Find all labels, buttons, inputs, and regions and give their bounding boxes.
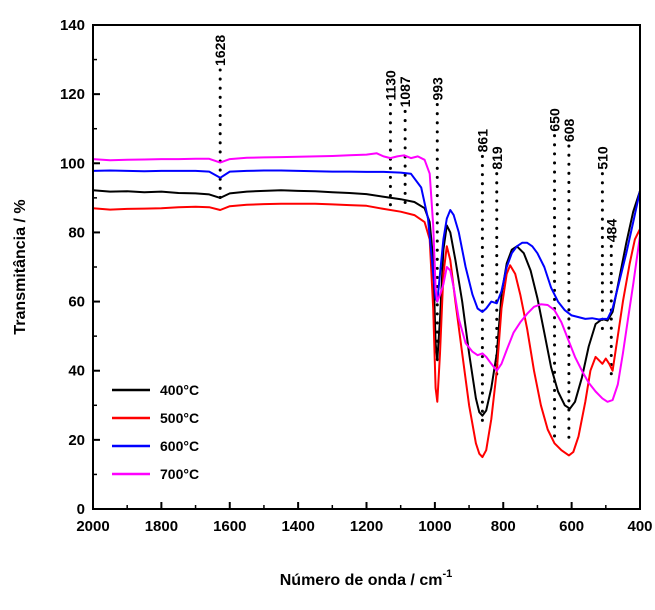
series-line-3 bbox=[92, 169, 641, 321]
legend-label-2: 500°C bbox=[160, 410, 199, 426]
x-tick-label: 800 bbox=[491, 518, 516, 535]
y-tick-label: 120 bbox=[60, 86, 85, 103]
legend-label-3: 600°C bbox=[160, 438, 199, 454]
legend: 400°C 500°C 600°C 700°C bbox=[112, 382, 199, 482]
annotation-label-1130: 1130 bbox=[382, 70, 398, 101]
legend-label-1: 400°C bbox=[160, 382, 199, 398]
x-axis-title-superscript: -1 bbox=[442, 568, 452, 580]
y-tick-label: 0 bbox=[77, 501, 85, 518]
x-tick-label: 2000 bbox=[76, 518, 109, 535]
x-axis-title: Número de onda / cm-1 bbox=[280, 568, 452, 589]
x-tick-label: 1200 bbox=[350, 518, 383, 535]
annotation-label-510: 510 bbox=[594, 146, 610, 170]
y-tick-label: 60 bbox=[68, 294, 85, 311]
x-tick-label: 1000 bbox=[418, 518, 451, 535]
x-axis-title-main: Número de onda / cm bbox=[280, 572, 443, 589]
annotation-label-861: 861 bbox=[474, 129, 490, 153]
series-layer bbox=[92, 152, 641, 459]
ticks-layer: 2000 1800 1600 1400 1200 1000 800 600 400 0 20 40 60… bbox=[60, 17, 653, 535]
x-tick-label: 1400 bbox=[281, 518, 314, 535]
series-line-4 bbox=[92, 152, 641, 403]
annotation-label-608: 608 bbox=[561, 118, 577, 142]
series-line-2 bbox=[92, 202, 641, 459]
annotation-label-993: 993 bbox=[429, 77, 445, 101]
y-tick-label: 140 bbox=[60, 17, 85, 34]
y-axis-title: Transmitância / % bbox=[12, 199, 29, 334]
x-tick-label: 400 bbox=[627, 518, 652, 535]
annotation-label-1087: 1087 bbox=[397, 76, 413, 107]
x-tick-label: 1600 bbox=[213, 518, 246, 535]
y-tick-label: 40 bbox=[68, 363, 85, 380]
annotation-label-1628: 1628 bbox=[212, 35, 228, 66]
y-tick-label: 80 bbox=[68, 224, 85, 241]
annotation-label-819: 819 bbox=[489, 146, 505, 170]
x-tick-label: 1800 bbox=[145, 518, 178, 535]
annotation-label-650: 650 bbox=[547, 108, 563, 132]
series-line-1 bbox=[92, 189, 641, 417]
y-tick-label: 20 bbox=[68, 432, 85, 449]
y-tick-label: 100 bbox=[60, 155, 85, 172]
x-tick-label: 600 bbox=[559, 518, 584, 535]
legend-label-4: 700°C bbox=[160, 466, 199, 482]
annotation-label-484: 484 bbox=[603, 219, 619, 243]
